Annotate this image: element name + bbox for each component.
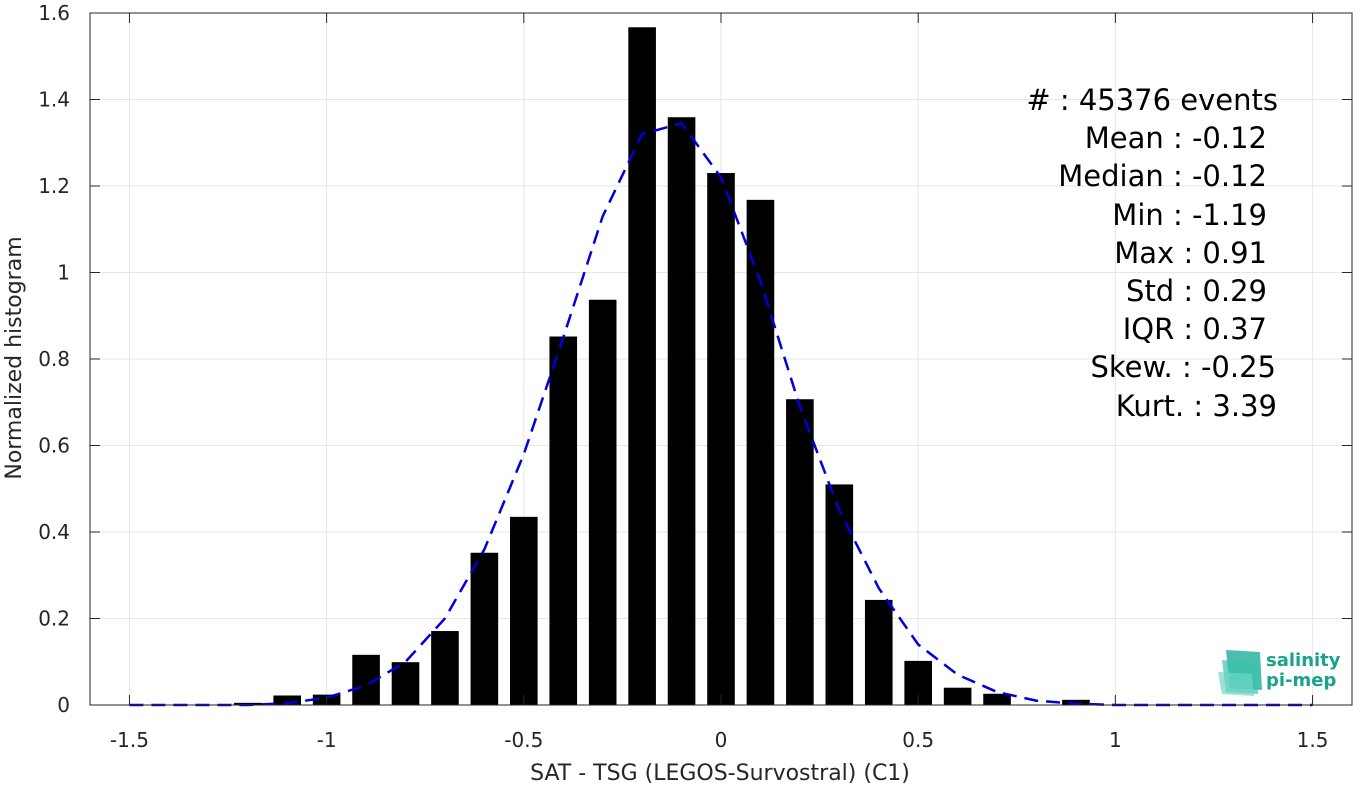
histogram-bar (628, 27, 656, 705)
x-tick-label: 1.5 (1297, 728, 1329, 752)
x-tick-label: 0 (715, 728, 728, 752)
histogram-bar (825, 484, 854, 705)
histogram-bar (864, 599, 893, 705)
y-axis-label: Normalized histogram (2, 236, 27, 479)
y-tick-label: 1.2 (38, 174, 70, 198)
histogram-bar (667, 117, 696, 706)
y-tick-label: 0.6 (38, 434, 70, 458)
histogram-bar (273, 695, 301, 705)
stats-box: # : 45376 events Mean : -0.12 Median : -… (1026, 83, 1278, 423)
histogram-bar (549, 336, 578, 705)
logo-line2: pi-mep (1266, 670, 1336, 691)
salinity-pi-mep-logo: salinity pi-mep (1218, 650, 1341, 696)
histogram-bar (588, 299, 617, 705)
stat-min: Min : -1.19 (1112, 198, 1267, 232)
x-tick-label: -1.5 (110, 728, 149, 752)
y-tick-labels: 0 0.2 0.4 0.6 0.8 1 1.2 1.4 1.6 (38, 1, 70, 717)
histogram-bar (943, 687, 972, 705)
histogram-bar (470, 552, 499, 705)
stat-median: Median : -0.12 (1058, 159, 1267, 193)
stat-skew: Skew. : -0.25 (1090, 350, 1276, 384)
histogram-bar (983, 693, 1011, 705)
histogram-bar (1062, 699, 1090, 705)
histogram-bar (431, 631, 459, 705)
x-tick-labels: -1.5 -1 -0.5 0 0.5 1 1.5 (110, 728, 1329, 752)
histogram-bar (746, 199, 775, 705)
y-tick-label: 1 (57, 261, 70, 285)
y-tick-label: 0 (57, 693, 70, 717)
x-tick-label: -0.5 (504, 728, 543, 752)
y-tick-label: 0.8 (38, 347, 70, 371)
y-tick-label: 1.6 (38, 1, 70, 25)
stat-max: Max : 0.91 (1114, 236, 1267, 270)
stat-std: Std : 0.29 (1126, 274, 1267, 308)
y-tick-label: 0.2 (38, 607, 70, 631)
histogram-bars (233, 27, 1090, 706)
y-tick-label: 1.4 (38, 88, 70, 112)
stat-kurt: Kurt. : 3.39 (1116, 389, 1277, 423)
logo-line1: salinity (1266, 650, 1341, 671)
x-tick-label: -1 (317, 728, 337, 752)
x-tick-label: 1 (1109, 728, 1122, 752)
wave-logo-icon (1218, 650, 1262, 696)
stat-mean: Mean : -0.12 (1085, 121, 1267, 155)
histogram-bar (510, 516, 538, 705)
x-axis-label: SAT - TSG (LEGOS-Survostral) (C1) (530, 761, 910, 785)
histogram-bar (707, 173, 735, 705)
x-tick-label: 0.5 (902, 728, 934, 752)
stat-count: # : 45376 events (1026, 83, 1278, 117)
stat-iqr: IQR : 0.37 (1123, 312, 1267, 346)
axes-box (89, 12, 1353, 706)
histogram-bar (786, 399, 814, 705)
histogram-bar (391, 662, 420, 705)
axes-frame (89, 12, 1353, 706)
y-tick-label: 0.4 (38, 520, 70, 544)
